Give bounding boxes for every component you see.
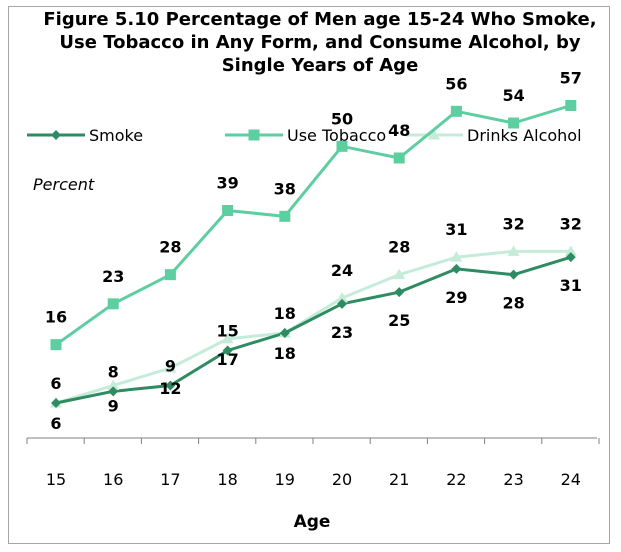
- data-point-use-tobacco: [279, 210, 291, 222]
- x-tick-label: 23: [503, 470, 523, 489]
- data-point-use-tobacco: [336, 140, 348, 152]
- x-tick-label: 21: [389, 470, 409, 489]
- data-point-smoke: [337, 298, 347, 309]
- data-label-smoke: 15: [216, 322, 238, 341]
- data-label-use-tobacco: 28: [159, 238, 181, 257]
- data-label-smoke: 29: [445, 288, 467, 307]
- x-tick-label: 18: [217, 470, 237, 489]
- data-label-drinks-alcohol: 17: [216, 350, 238, 369]
- data-point-use-tobacco: [450, 105, 462, 117]
- data-point-drinks-alcohol: [336, 292, 348, 303]
- data-point-smoke: [108, 386, 119, 397]
- data-point-smoke: [565, 252, 576, 263]
- data-label-smoke: 31: [560, 276, 582, 295]
- data-label-drinks-alcohol: 32: [502, 214, 524, 233]
- legend-label-smoke: Smoke: [89, 126, 143, 145]
- data-label-drinks-alcohol: 28: [388, 238, 410, 257]
- series-lines: [55, 104, 572, 405]
- data-label-smoke: 25: [388, 311, 410, 330]
- data-label-use-tobacco: 16: [45, 308, 67, 327]
- data-label-use-tobacco: 56: [445, 74, 467, 93]
- legend-label-use-tobacco: Use Tobacco: [287, 126, 386, 145]
- series-markers: [50, 100, 577, 408]
- legend-marker-use-tobacco: [248, 129, 260, 141]
- data-label-use-tobacco: 38: [274, 179, 296, 198]
- x-tick-label: 22: [446, 470, 466, 489]
- data-label-drinks-alcohol: 18: [274, 344, 296, 363]
- data-point-drinks-alcohol: [107, 379, 120, 390]
- data-point-smoke: [394, 287, 405, 298]
- data-label-smoke: 28: [502, 294, 524, 313]
- data-labels: 16 23 28 39 38 50 48 56 54 57 6 8 9 15 18 23 25 29 28 31 6 9 1…: [45, 69, 582, 434]
- data-point-drinks-alcohol: [450, 251, 463, 262]
- legend-marker-smoke: [51, 130, 61, 140]
- series-line-drinks-alcohol: [55, 249, 571, 405]
- data-point-smoke: [222, 345, 233, 356]
- data-label-smoke: 8: [108, 362, 119, 381]
- data-label-drinks-alcohol: 9: [108, 397, 119, 416]
- x-tick-label: 15: [46, 470, 66, 489]
- data-label-use-tobacco: 23: [102, 267, 124, 286]
- data-point-drinks-alcohol: [507, 245, 520, 256]
- data-label-drinks-alcohol: 31: [445, 220, 467, 239]
- data-point-use-tobacco: [222, 205, 234, 216]
- chart-title: Figure 5.10 Percentage of Men age 15-24 …: [43, 9, 597, 76]
- data-label-drinks-alcohol: 32: [560, 214, 582, 233]
- data-point-use-tobacco: [50, 339, 62, 351]
- x-tick-label: 17: [160, 470, 180, 489]
- data-point-use-tobacco: [508, 117, 520, 129]
- data-label-drinks-alcohol: 24: [331, 261, 353, 280]
- data-label-smoke: 9: [165, 357, 176, 376]
- x-tick-label: 24: [561, 470, 581, 489]
- data-label-smoke: 6: [50, 374, 61, 393]
- data-point-use-tobacco: [393, 152, 405, 164]
- y-axis-label: Percent: [33, 175, 95, 194]
- data-point-drinks-alcohol: [393, 268, 406, 280]
- data-label-use-tobacco: 48: [388, 121, 410, 140]
- data-label-smoke: 18: [274, 304, 296, 323]
- data-point-use-tobacco: [565, 100, 577, 111]
- data-point-drinks-alcohol: [221, 332, 234, 344]
- legend: Smoke Use Tobacco Drinks Alcohol: [27, 126, 582, 145]
- data-point-use-tobacco: [107, 298, 119, 310]
- data-label-smoke: 23: [331, 323, 353, 342]
- data-point-smoke: [165, 380, 176, 391]
- x-tick-label: 16: [103, 470, 123, 489]
- data-label-drinks-alcohol: 6: [50, 414, 61, 433]
- data-label-use-tobacco: 39: [216, 174, 238, 193]
- data-point-smoke: [51, 398, 61, 408]
- series-line-use-tobacco: [55, 104, 572, 346]
- x-axis-label: Age: [294, 512, 331, 532]
- x-axis-tick-labels: 15 16 17 18 19 20 21 22 23 24: [46, 470, 581, 489]
- legend-marker-drinks-alcohol: [428, 129, 440, 140]
- x-axis-ticks: [26, 438, 600, 444]
- data-point-smoke: [451, 263, 462, 274]
- series-line-smoke: [55, 255, 572, 405]
- data-point-drinks-alcohol: [164, 362, 177, 373]
- data-point-drinks-alcohol: [564, 245, 577, 256]
- x-tick-label: 19: [275, 470, 295, 489]
- data-label-use-tobacco: 50: [331, 109, 353, 128]
- data-label-use-tobacco: 57: [560, 69, 582, 88]
- legend-label-drinks-alcohol: Drinks Alcohol: [467, 126, 582, 145]
- data-point-use-tobacco: [164, 269, 176, 281]
- data-point-smoke: [508, 269, 519, 280]
- data-label-drinks-alcohol: 12: [159, 379, 181, 398]
- x-tick-label: 20: [332, 470, 352, 489]
- data-point-smoke: [279, 328, 290, 338]
- data-label-use-tobacco: 54: [502, 86, 524, 105]
